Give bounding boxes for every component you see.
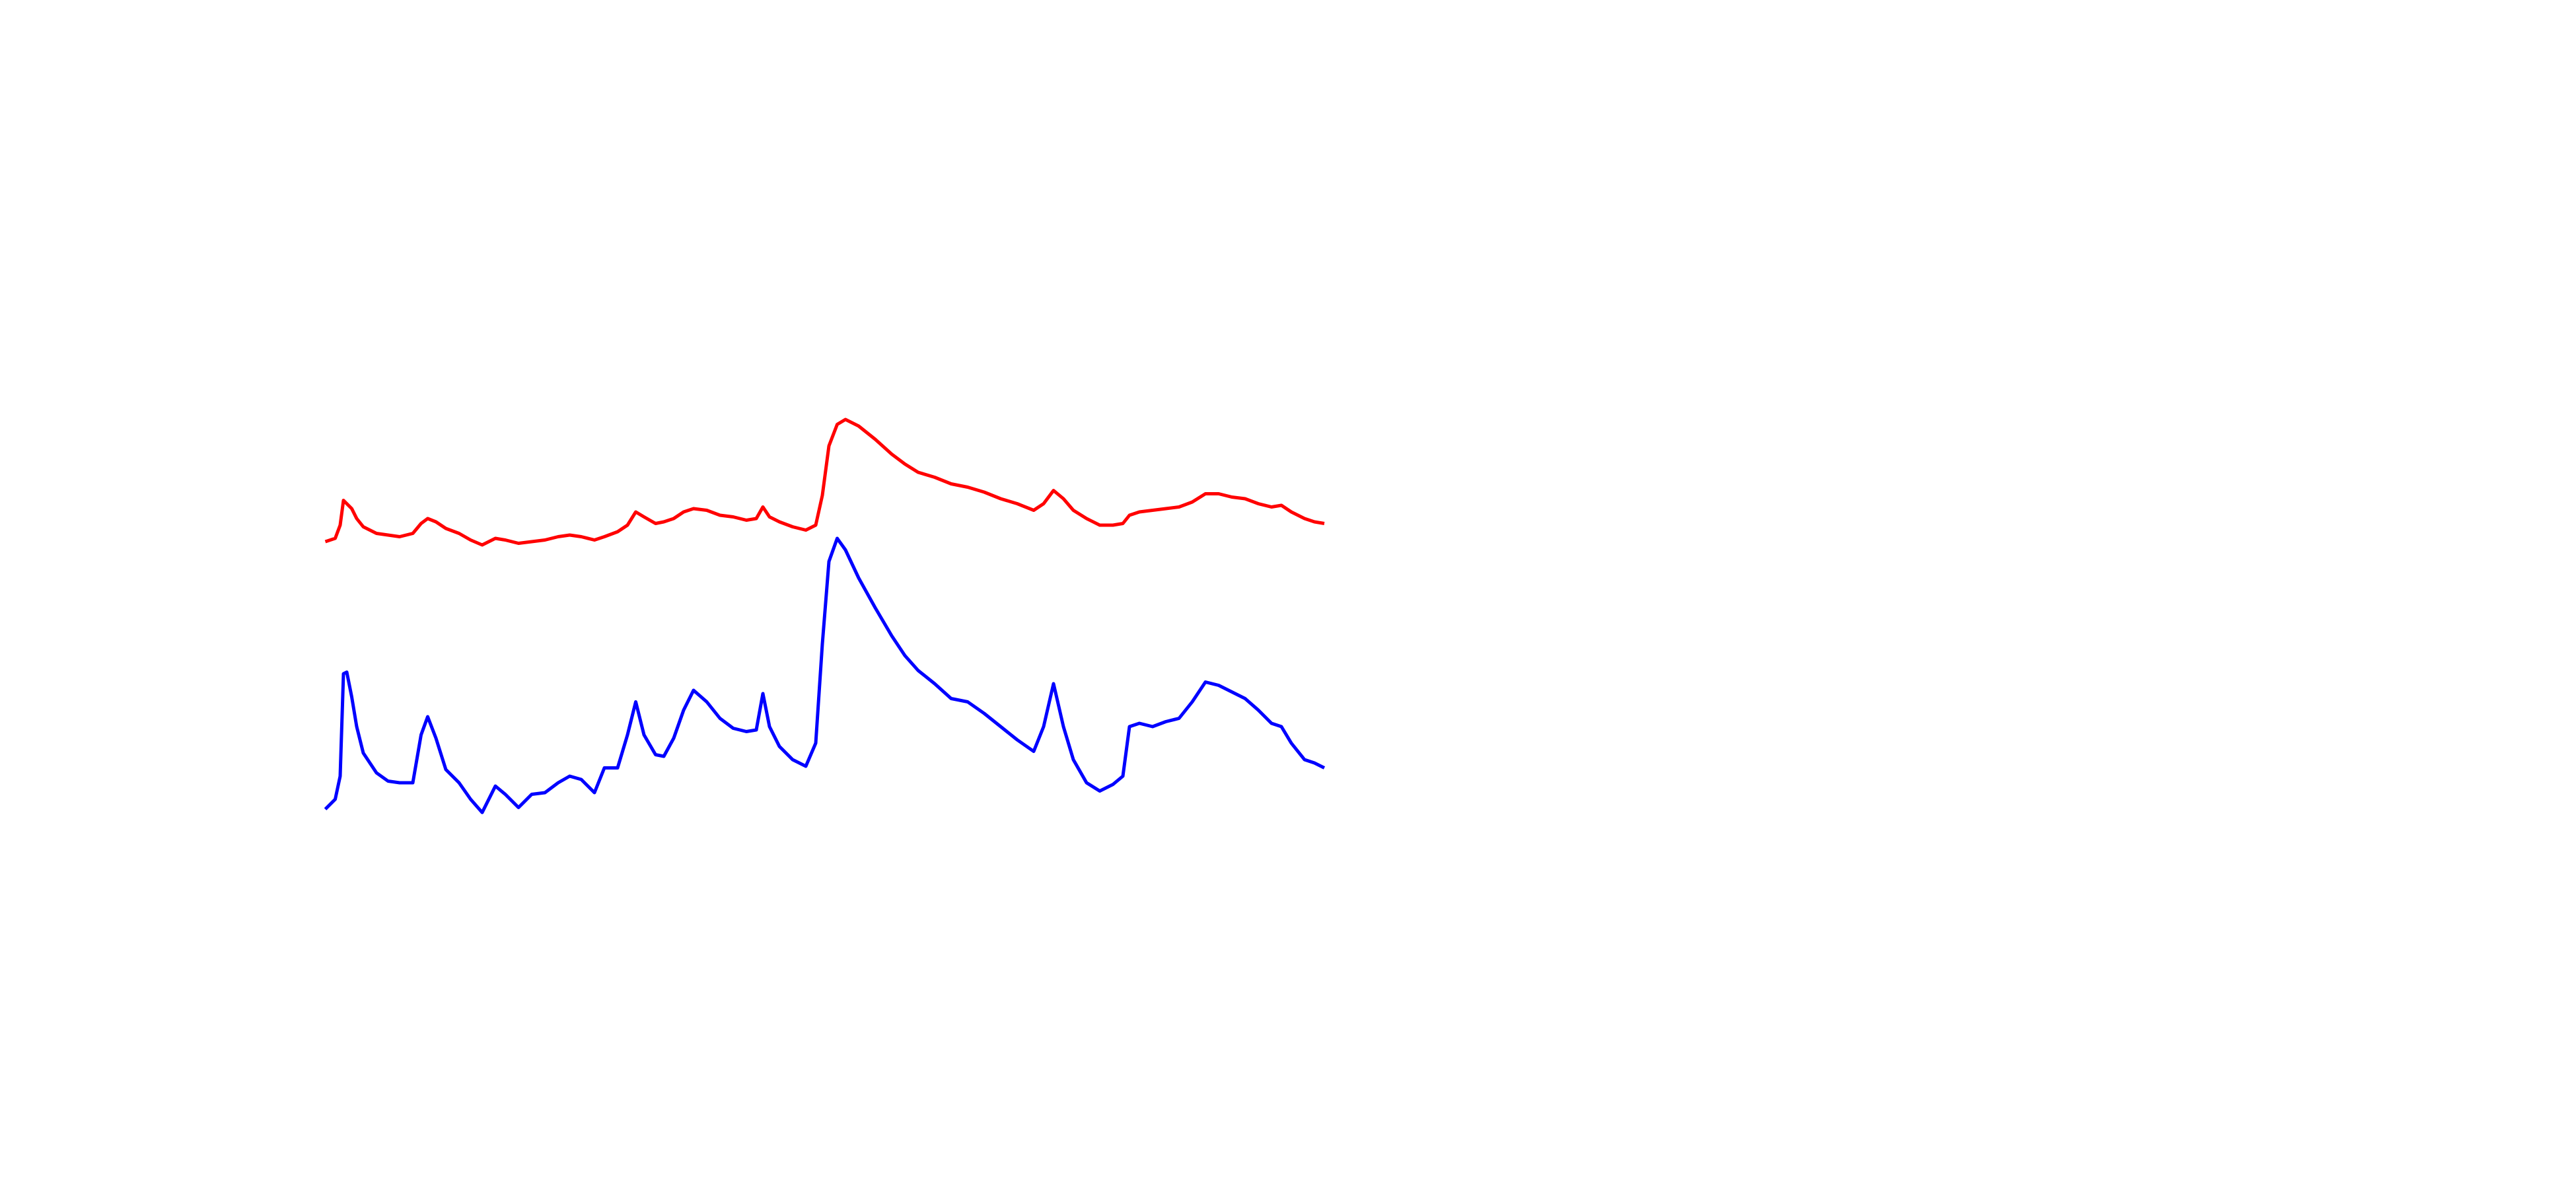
line-series: [324, 417, 1325, 547]
line-series: [324, 536, 1326, 814]
